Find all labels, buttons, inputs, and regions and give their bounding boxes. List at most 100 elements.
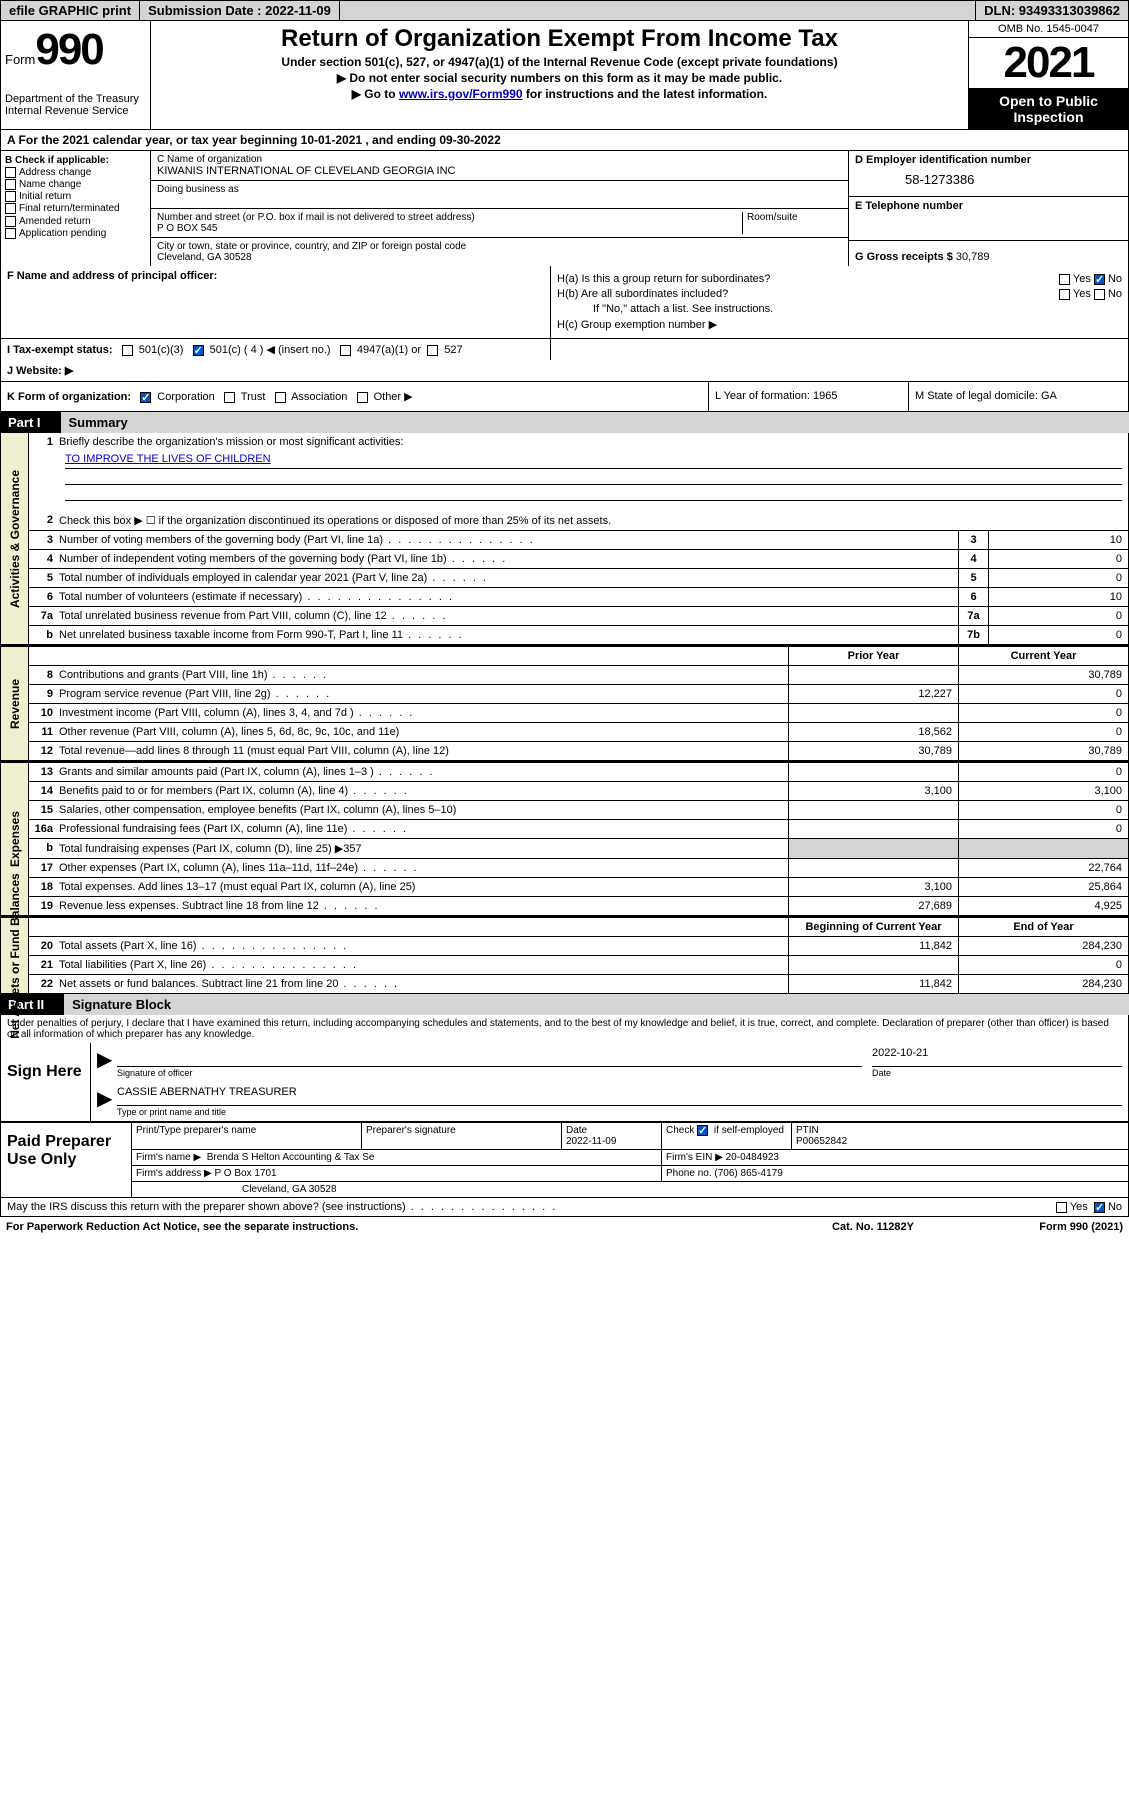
chk-501c[interactable] — [193, 345, 204, 356]
row-klm: K Form of organization: Corporation Trus… — [0, 382, 1129, 412]
l15: Salaries, other compensation, employee b… — [59, 801, 788, 819]
top-bar: efile GRAPHIC print Submission Date : 20… — [0, 0, 1129, 21]
row-a-tax-year: A For the 2021 calendar year, or tax yea… — [0, 130, 1129, 151]
sidebar-netassets: Net Assets or Fund Balances — [1, 918, 29, 993]
chk-final[interactable]: Final return/terminated — [5, 203, 146, 214]
l12: Total revenue—add lines 8 through 11 (mu… — [59, 742, 788, 760]
hb-no[interactable] — [1094, 289, 1105, 300]
ha-no[interactable] — [1094, 274, 1105, 285]
box-b: B Check if applicable: Address change Na… — [1, 151, 151, 266]
omb-number: OMB No. 1545-0047 — [969, 21, 1128, 38]
chk-amended[interactable]: Amended return — [5, 216, 146, 227]
irs-label: Internal Revenue Service — [5, 105, 146, 117]
footer: For Paperwork Reduction Act Notice, see … — [0, 1217, 1129, 1237]
l17: Other expenses (Part IX, column (A), lin… — [59, 859, 788, 877]
ha-yes[interactable] — [1059, 274, 1070, 285]
prep-h1: Print/Type preparer's name — [132, 1123, 362, 1149]
l13: Grants and similar amounts paid (Part IX… — [59, 763, 788, 781]
chk-trust[interactable] — [224, 392, 235, 403]
tax-year: 2021 — [969, 38, 1128, 89]
chk-other[interactable] — [357, 392, 368, 403]
chk-initial[interactable]: Initial return — [5, 191, 146, 202]
hc-label: H(c) Group exemption number ▶ — [557, 318, 1122, 331]
addr-value: P O BOX 545 — [157, 223, 742, 234]
form-number: 990 — [35, 25, 102, 74]
row-h: H(a) Is this a group return for subordin… — [551, 266, 1128, 338]
form990-link[interactable]: www.irs.gov/Form990 — [399, 87, 523, 101]
discuss-row: May the IRS discuss this return with the… — [0, 1198, 1129, 1217]
submission-date: Submission Date : 2022-11-09 — [140, 1, 340, 20]
l21: Total liabilities (Part X, line 26) — [59, 956, 788, 974]
goto-note: ▶ Go to www.irs.gov/Form990 for instruct… — [155, 87, 964, 101]
goto-pre: ▶ Go to — [352, 87, 399, 101]
dept-treasury: Department of the Treasury — [5, 93, 146, 105]
hb-note: If "No," attach a list. See instructions… — [557, 303, 1122, 315]
form-title: Return of Organization Exempt From Incom… — [155, 25, 964, 53]
sig-officer-label: Signature of officer — [117, 1067, 862, 1078]
l20: Total assets (Part X, line 16) — [59, 937, 788, 955]
goto-post: for instructions and the latest informat… — [523, 87, 768, 101]
part2-header: Part II Signature Block — [0, 994, 1129, 1015]
section-governance: Activities & Governance 1Briefly describ… — [0, 433, 1129, 645]
section-netassets: Net Assets or Fund Balances Beginning of… — [0, 916, 1129, 994]
box-bcd: B Check if applicable: Address change Na… — [0, 151, 1129, 266]
chk-assoc[interactable] — [275, 392, 286, 403]
city-value: Cleveland, GA 30528 — [157, 252, 842, 263]
ein-value: 58-1273386 — [855, 166, 1122, 193]
sig-arrow-icon-2: ▶ — [97, 1086, 117, 1117]
dln: DLN: 93493313039862 — [975, 1, 1128, 20]
chk-name[interactable]: Name change — [5, 179, 146, 190]
form-word: Form — [5, 52, 35, 67]
hb-yes[interactable] — [1059, 289, 1070, 300]
sidebar-governance: Activities & Governance — [1, 433, 29, 644]
part2-title: Signature Block — [72, 997, 171, 1012]
l1: Briefly describe the organization's miss… — [59, 433, 1128, 451]
l18: Total expenses. Add lines 13–17 (must eq… — [59, 878, 788, 896]
chk-corp[interactable] — [140, 392, 151, 403]
chk-selfemployed[interactable] — [697, 1125, 708, 1136]
gross-value: 30,789 — [956, 251, 990, 263]
sig-date-label: Date — [872, 1067, 1122, 1078]
ha-label: H(a) Is this a group return for subordin… — [557, 273, 770, 285]
chk-pending[interactable]: Application pending — [5, 228, 146, 239]
ein-label: D Employer identification number — [855, 154, 1122, 166]
discuss-no[interactable] — [1094, 1202, 1105, 1213]
paperwork-notice: For Paperwork Reduction Act Notice, see … — [6, 1221, 773, 1233]
sig-arrow-icon: ▶ — [97, 1047, 117, 1078]
l6: Total number of volunteers (estimate if … — [59, 588, 958, 606]
l22: Net assets or fund balances. Subtract li… — [59, 975, 788, 993]
row-m: M State of legal domicile: GA — [908, 382, 1128, 411]
sig-declaration: Under penalties of perjury, I declare th… — [0, 1015, 1129, 1043]
l7a: Total unrelated business revenue from Pa… — [59, 607, 958, 625]
discuss-yes[interactable] — [1056, 1202, 1067, 1213]
chk-address[interactable]: Address change — [5, 167, 146, 178]
chk-4947[interactable] — [340, 345, 351, 356]
l5: Total number of individuals employed in … — [59, 569, 958, 587]
row-i: I Tax-exempt status: 501(c)(3) 501(c) ( … — [0, 339, 1129, 360]
hb-label: H(b) Are all subordinates included? — [557, 288, 728, 300]
row-i-label: I Tax-exempt status: — [7, 344, 113, 356]
sidebar-revenue: Revenue — [1, 647, 29, 760]
discuss-label: May the IRS discuss this return with the… — [7, 1201, 1056, 1213]
city-label: City or town, state or province, country… — [157, 241, 842, 252]
ssn-note: ▶ Do not enter social security numbers o… — [155, 71, 964, 85]
name-title-label: Type or print name and title — [117, 1106, 1122, 1117]
sign-here-block: Sign Here ▶ Signature of officer 2022-10… — [0, 1043, 1129, 1122]
part1-label: Part I — [8, 415, 61, 430]
l11: Other revenue (Part VIII, column (A), li… — [59, 723, 788, 741]
row-f: F Name and address of principal officer: — [1, 266, 551, 338]
room-label: Room/suite — [742, 212, 842, 234]
l8: Contributions and grants (Part VIII, lin… — [59, 666, 788, 684]
officer-name: CASSIE ABERNATHY TREASURER — [117, 1086, 1122, 1106]
l10: Investment income (Part VIII, column (A)… — [59, 704, 788, 722]
l9: Program service revenue (Part VIII, line… — [59, 685, 788, 703]
chk-527[interactable] — [427, 345, 438, 356]
l7b: Net unrelated business taxable income fr… — [59, 626, 958, 644]
l16b: Total fundraising expenses (Part IX, col… — [59, 839, 788, 858]
efile-label[interactable]: efile GRAPHIC print — [1, 1, 140, 20]
org-name: KIWANIS INTERNATIONAL OF CLEVELAND GEORG… — [157, 165, 842, 177]
dba-label: Doing business as — [157, 184, 842, 195]
row-j: J Website: ▶ — [0, 360, 1129, 382]
l2: Check this box ▶ ☐ if the organization d… — [59, 511, 1128, 530]
chk-501c3[interactable] — [122, 345, 133, 356]
